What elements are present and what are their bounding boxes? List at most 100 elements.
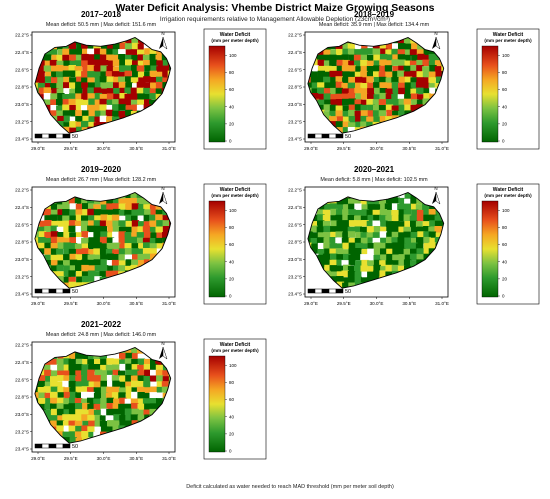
scale-label: 50 bbox=[72, 444, 78, 450]
legend-title: Water Deficit bbox=[493, 32, 524, 38]
lon-label: 29.5°E bbox=[337, 301, 351, 306]
north-label: N bbox=[434, 186, 437, 191]
north-arrow-icon bbox=[432, 191, 441, 205]
lat-label: 22.4°S bbox=[15, 360, 29, 365]
lon-label: 30.0°E bbox=[370, 146, 384, 151]
map-panel-3: 2019–2020 Mean deficit: 26.7 mm | Max def… bbox=[15, 165, 267, 306]
legend-tick-label: 80 bbox=[229, 380, 235, 385]
scale-bar bbox=[34, 443, 71, 449]
lat-label: 23.4°S bbox=[15, 292, 29, 297]
legend-subtitle: (mm per meter depth) bbox=[211, 348, 259, 353]
lon-label: 30.5°E bbox=[402, 146, 416, 151]
lat-label: 23.4°S bbox=[15, 447, 29, 452]
legend-tick-label: 100 bbox=[229, 363, 237, 368]
legend-tick-label: 60 bbox=[229, 87, 235, 92]
legend-tick-label: 40 bbox=[229, 104, 235, 109]
legend-subtitle: (mm per meter depth) bbox=[211, 38, 259, 43]
map-panel-4: 2020–2021 Mean deficit: 5.8 mm | Max defi… bbox=[288, 165, 540, 306]
lon-label: 29.5°E bbox=[337, 146, 351, 151]
lat-label: 22.4°S bbox=[288, 205, 302, 210]
lat-label: 23.0°S bbox=[15, 257, 29, 262]
lon-label: 31.0°E bbox=[162, 456, 176, 461]
lat-label: 23.0°S bbox=[15, 412, 29, 417]
lat-label: 23.2°S bbox=[288, 119, 302, 124]
lat-label: 22.6°S bbox=[15, 67, 29, 72]
north-arrow-icon bbox=[159, 191, 168, 205]
panel-stats: Mean deficit: 5.8 mm | Max deficit: 102.… bbox=[320, 177, 428, 183]
lon-label: 31.0°E bbox=[435, 301, 449, 306]
map-panel-2: 2018–2019 Mean deficit: 35.9 mm | Max def… bbox=[288, 10, 540, 151]
lon-label: 31.0°E bbox=[162, 301, 176, 306]
scale-bar bbox=[34, 288, 71, 294]
north-label: N bbox=[161, 186, 164, 191]
legend-tick-label: 20 bbox=[229, 276, 235, 281]
district-boundary bbox=[34, 36, 172, 134]
lat-label: 22.4°S bbox=[15, 205, 29, 210]
legend-colorbar bbox=[208, 200, 226, 298]
legend: Water Deficit(mm per meter depth) 0 20 40 60… bbox=[476, 183, 540, 305]
figure-title: Water Deficit Analysis: Vhembe District … bbox=[116, 2, 435, 14]
lat-label: 23.0°S bbox=[288, 257, 302, 262]
lat-label: 22.6°S bbox=[288, 67, 302, 72]
lat-label: 23.2°S bbox=[15, 274, 29, 279]
legend-title: Water Deficit bbox=[220, 342, 251, 348]
lat-label: 23.2°S bbox=[15, 119, 29, 124]
legend-subtitle: (mm per meter depth) bbox=[211, 193, 259, 198]
lat-label: 22.2°S bbox=[15, 188, 29, 193]
district-boundary bbox=[34, 191, 172, 289]
legend-title: Water Deficit bbox=[493, 187, 524, 193]
panel-stats: Mean deficit: 35.9 mm | Max deficit: 134… bbox=[319, 22, 430, 28]
figure-subtitle: Irrigation requirements relative to Mana… bbox=[160, 16, 390, 23]
lat-label: 22.8°S bbox=[15, 395, 29, 400]
lat-label: 23.2°S bbox=[288, 274, 302, 279]
figure-footer-note: Deficit calculated as water needed to re… bbox=[186, 484, 394, 490]
lat-label: 22.4°S bbox=[288, 50, 302, 55]
lon-label: 29.0°E bbox=[31, 146, 45, 151]
lon-label: 31.0°E bbox=[435, 146, 449, 151]
lon-label: 30.0°E bbox=[97, 456, 111, 461]
legend-title: Water Deficit bbox=[220, 32, 251, 38]
scale-label: 50 bbox=[72, 289, 78, 295]
lat-label: 22.6°S bbox=[288, 222, 302, 227]
scale-bar bbox=[307, 288, 344, 294]
lon-label: 29.5°E bbox=[64, 146, 78, 151]
map-panels: 2017–2018 Mean deficit: 50.5 mm | Max def… bbox=[15, 10, 540, 461]
legend-tick-label: 0 bbox=[229, 294, 232, 299]
legend-tick-label: 80 bbox=[229, 225, 235, 230]
lat-label: 22.2°S bbox=[288, 33, 302, 38]
legend-tick-label: 20 bbox=[502, 121, 508, 126]
north-arrow-icon bbox=[159, 346, 168, 360]
legend-tick-label: 60 bbox=[502, 242, 508, 247]
legend: Water Deficit(mm per meter depth) 0 20 40 60… bbox=[203, 28, 267, 150]
legend: Water Deficit(mm per meter depth) 0 20 40 60… bbox=[476, 28, 540, 150]
lat-label: 22.2°S bbox=[15, 343, 29, 348]
scale-label: 50 bbox=[345, 289, 351, 295]
map-panel-1: 2017–2018 Mean deficit: 50.5 mm | Max def… bbox=[15, 10, 267, 151]
legend-tick-label: 80 bbox=[502, 225, 508, 230]
lat-label: 22.8°S bbox=[288, 85, 302, 90]
legend-tick-label: 40 bbox=[502, 259, 508, 264]
scale-bar bbox=[307, 133, 344, 139]
north-arrow-icon bbox=[159, 36, 168, 50]
scale-label: 50 bbox=[72, 134, 78, 140]
legend-tick-label: 0 bbox=[229, 449, 232, 454]
panel-title: 2021–2022 bbox=[81, 320, 122, 329]
lon-label: 30.0°E bbox=[370, 301, 384, 306]
legend: Water Deficit(mm per meter depth) 0 20 40 60… bbox=[203, 338, 267, 460]
legend-subtitle: (mm per meter depth) bbox=[484, 193, 532, 198]
legend-title: Water Deficit bbox=[220, 187, 251, 193]
lat-label: 22.6°S bbox=[15, 377, 29, 382]
lon-label: 30.0°E bbox=[97, 146, 111, 151]
legend-subtitle: (mm per meter depth) bbox=[484, 38, 532, 43]
panel-title: 2019–2020 bbox=[81, 165, 122, 174]
district-boundary bbox=[34, 346, 172, 444]
lat-label: 23.4°S bbox=[288, 137, 302, 142]
legend-tick-label: 100 bbox=[502, 208, 510, 213]
district-boundary bbox=[307, 191, 445, 289]
legend-tick-label: 100 bbox=[229, 208, 237, 213]
lat-label: 23.0°S bbox=[15, 102, 29, 107]
lon-label: 29.5°E bbox=[64, 301, 78, 306]
legend-colorbar bbox=[481, 45, 499, 143]
legend: Water Deficit(mm per meter depth) 0 20 40 60… bbox=[203, 183, 267, 305]
lat-label: 22.4°S bbox=[15, 50, 29, 55]
